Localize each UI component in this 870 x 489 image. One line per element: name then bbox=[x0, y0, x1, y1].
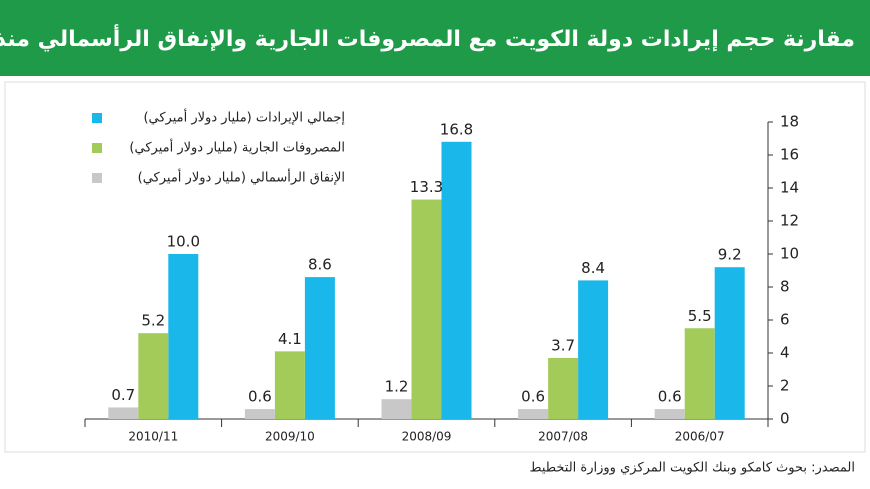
data-label: 0.6 bbox=[521, 388, 545, 406]
bar bbox=[714, 267, 745, 419]
data-label: 8.6 bbox=[308, 256, 332, 274]
bar bbox=[304, 277, 335, 419]
y-tick-label: 14 bbox=[780, 179, 799, 197]
legend-swatch bbox=[92, 113, 102, 123]
bar bbox=[578, 280, 609, 419]
x-tick-label: 2007/08 bbox=[538, 430, 588, 444]
data-label: 13.3 bbox=[410, 178, 443, 196]
bar bbox=[244, 409, 275, 419]
data-label: 3.7 bbox=[551, 336, 575, 354]
data-label: 8.4 bbox=[581, 259, 605, 277]
x-tick-label: 2006/07 bbox=[675, 430, 725, 444]
data-label: 1.2 bbox=[385, 378, 409, 396]
y-tick-label: 6 bbox=[780, 311, 790, 329]
data-label: 0.7 bbox=[111, 386, 135, 404]
legend-swatch bbox=[92, 143, 102, 153]
y-tick-label: 18 bbox=[780, 113, 799, 131]
title-band bbox=[0, 0, 870, 76]
bar bbox=[518, 409, 549, 419]
y-tick-label: 0 bbox=[780, 410, 790, 428]
bar bbox=[108, 407, 139, 419]
chart-title: مقارنة حجم إيرادات دولة الكويت مع المصرو… bbox=[0, 23, 855, 52]
data-label: 4.1 bbox=[278, 330, 302, 348]
data-label: 10.0 bbox=[167, 233, 200, 251]
x-tick-label: 2010/11 bbox=[128, 430, 178, 444]
legend-label: إجمالي الإيرادات (مليار دولار أميركي) bbox=[143, 109, 345, 126]
data-label: 5.5 bbox=[688, 307, 712, 325]
y-tick-label: 2 bbox=[780, 377, 790, 395]
x-tick-label: 2009/10 bbox=[265, 430, 315, 444]
source: المصدر: بحوث كامكو وبنك الكويت المركزي و… bbox=[529, 461, 855, 476]
data-label: 0.6 bbox=[658, 388, 682, 406]
legend-label: المصروفات الجارية (مليار دولار أميركي) bbox=[129, 139, 345, 156]
bar bbox=[381, 399, 412, 419]
legend-swatch bbox=[92, 173, 102, 183]
y-tick-label: 12 bbox=[780, 212, 799, 230]
bar bbox=[548, 357, 579, 419]
bar bbox=[168, 254, 199, 419]
bar bbox=[274, 351, 305, 419]
data-label: 5.2 bbox=[141, 312, 165, 330]
x-tick-label: 2008/09 bbox=[402, 430, 452, 444]
bar bbox=[138, 333, 169, 419]
y-tick-label: 8 bbox=[780, 278, 790, 296]
y-tick-label: 16 bbox=[780, 146, 799, 164]
bar bbox=[654, 409, 685, 419]
frame bbox=[4, 81, 866, 453]
legend-label: الإنفاق الرأسمالي (مليار دولار أميركي) bbox=[138, 169, 345, 186]
y-tick-label: 10 bbox=[780, 245, 799, 263]
data-label: 9.2 bbox=[718, 246, 742, 264]
data-label: 0.6 bbox=[248, 388, 272, 406]
data-label: 16.8 bbox=[440, 120, 473, 138]
bar bbox=[684, 328, 715, 419]
y-tick-label: 4 bbox=[780, 344, 790, 362]
bar bbox=[441, 141, 472, 420]
bar bbox=[411, 199, 442, 419]
